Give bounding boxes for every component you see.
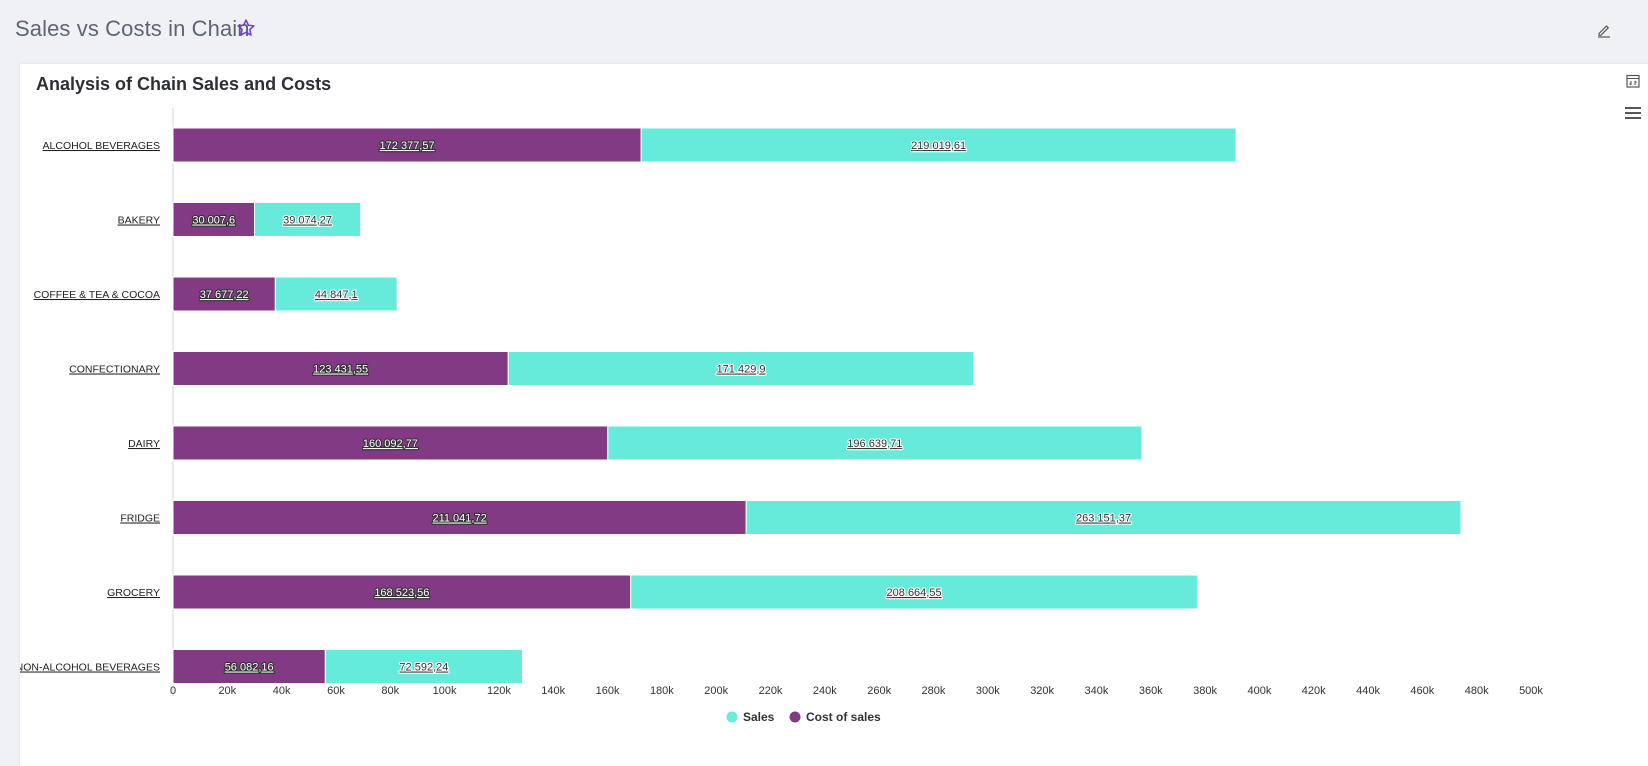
x-tick-label: 320k [1030,685,1054,697]
x-tick-label: 260k [867,685,891,697]
category-label[interactable]: GROCERY [107,587,160,599]
bar-segment[interactable] [172,500,747,535]
bar-value-label: 37 677,22 [200,289,249,301]
legend-marker [726,711,738,723]
bar-segment[interactable] [630,574,1198,610]
x-tick-label: 80k [381,685,399,697]
bar-segment[interactable] [172,574,632,610]
bar-segment[interactable] [172,276,276,312]
bar-chart: ALCOHOL BEVERAGES 172 377,57 219 019,61 BAK… [20,108,1543,724]
x-tick-label: 440k [1356,685,1380,697]
x-tick-label: 360k [1139,685,1163,697]
page-header: Sales vs Costs in Chain [0,0,1648,60]
x-tick-label: 100k [433,685,457,697]
bar-value-label: 72 592,24 [399,662,448,674]
x-tick-label: 20k [218,685,236,697]
x-tick-label: 240k [813,685,837,697]
legend-marker [789,711,801,723]
bar-value-label: 160 092,77 [363,438,418,450]
x-tick-label: 300k [976,685,1000,697]
category-label[interactable]: NON-ALCOHOL BEVERAGES [20,662,160,674]
bar-segment[interactable] [607,425,1143,461]
bar-value-label: 39 074,27 [283,215,332,227]
bar-value-label: 56 082,16 [225,662,274,674]
bar-segment[interactable] [507,351,975,386]
category-label[interactable]: BAKERY [118,215,160,227]
category-label[interactable]: DAIRY [128,438,160,450]
bar-value-label: 168 523,56 [374,587,429,599]
x-tick-label: 200k [704,685,728,697]
bar-value-label: 211 041,72 [432,513,486,525]
bar-segment[interactable] [172,351,509,386]
x-tick-label: 180k [650,685,674,697]
bar-value-label: 172 377,57 [380,140,435,152]
chart-title: Analysis of Chain Sales and Costs [36,74,332,94]
x-tick-label: 140k [541,685,565,697]
x-tick-label: 0 [170,685,176,697]
category-label[interactable]: ALCOHOL BEVERAGES [43,140,160,152]
bar-segment[interactable] [172,649,326,684]
x-tick-label: 220k [759,685,783,697]
bar-segment[interactable] [274,276,398,312]
bar-segment[interactable] [640,127,1237,163]
x-tick-label: 380k [1193,685,1217,697]
x-tick-label: 120k [487,685,511,697]
bar-value-label: 263 151,37 [1076,513,1131,525]
bar-segment[interactable] [324,649,523,684]
bar-segment[interactable] [254,202,362,237]
x-tick-label: 340k [1085,685,1109,697]
bar-value-label: 171 429,9 [717,364,766,376]
bar-value-label: 30 007,6 [192,215,235,227]
bar-value-label: 44 847,1 [315,289,358,301]
bar-segment[interactable] [745,500,1462,535]
calendar-compare-icon[interactable] [1625,73,1641,89]
bar-value-label: 196 639,71 [847,438,902,450]
page-title: Sales vs Costs in Chain [15,16,250,41]
star-icon[interactable] [236,18,256,38]
bar-value-label: 208 664,55 [887,587,942,599]
x-tick-label: 60k [327,685,345,697]
category-label[interactable]: COFFEE & TEA & COCOA [34,289,160,301]
bar-segment[interactable] [172,202,256,237]
pencil-icon[interactable] [1596,22,1612,38]
category-label[interactable]: CONFECTIONARY [69,364,160,376]
x-tick-label: 160k [596,685,620,697]
chart-card: Analysis of Chain Sales and Costs ALCOHO… [20,64,1648,766]
x-tick-label: 420k [1302,685,1326,697]
x-tick-label: 280k [922,685,946,697]
hamburger-menu-icon[interactable] [1624,106,1642,120]
legend-entry[interactable]: Cost of sales [806,710,881,724]
x-tick-label: 400k [1247,685,1271,697]
bar-value-label: 123 431,55 [313,364,368,376]
x-tick-label: 40k [273,685,291,697]
legend-entry[interactable]: Sales [743,710,775,724]
x-tick-label: 500k [1519,685,1543,697]
x-tick-label: 460k [1410,685,1434,697]
x-tick-label: 480k [1465,685,1489,697]
bar-value-label: 219 019,61 [911,140,966,152]
category-label[interactable]: FRIDGE [120,513,160,525]
